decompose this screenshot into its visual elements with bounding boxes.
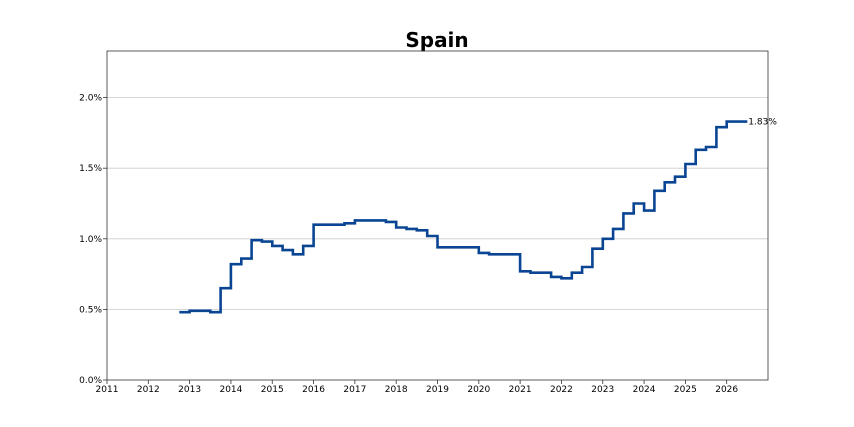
y-tick-label: 1.0% [79,235,102,245]
series-line [179,120,748,314]
x-tick-label: 2014 [219,385,242,395]
x-tick-label: 2022 [550,385,573,395]
y-tick-label: 2.0% [79,94,102,104]
x-tick-label: 2018 [385,385,408,395]
x-tick-label: 2016 [302,385,325,395]
x-tick-label: 2011 [96,385,119,395]
chart-title: Spain [405,28,468,52]
x-tick-label: 2020 [467,385,490,395]
end-value-label: 1.83% [748,118,777,128]
x-tick-label: 2021 [509,385,532,395]
y-tick-label: 0.0% [79,376,102,386]
x-tick-label: 2024 [633,385,656,395]
x-tick-label: 2023 [591,385,614,395]
y-tick-label: 0.5% [79,305,102,315]
x-tick-label: 2026 [715,385,738,395]
y-tick-label: 1.5% [79,164,102,174]
x-tick-label: 2017 [343,385,366,395]
grid-lines [107,97,768,310]
series-group [179,120,748,314]
x-axis: 2011 2012 2013 2014 2015 2016 2017 2018 2019 2020… [96,380,738,395]
x-tick-label: 2019 [426,385,449,395]
x-tick-label: 2025 [674,385,697,395]
x-tick-label: 2012 [137,385,160,395]
y-axis: 0.0% 0.5% 1.0% 1.5% 2.0% [79,94,107,386]
x-tick-label: 2015 [261,385,284,395]
x-tick-label: 2013 [178,385,201,395]
plot-frame [106,50,769,381]
